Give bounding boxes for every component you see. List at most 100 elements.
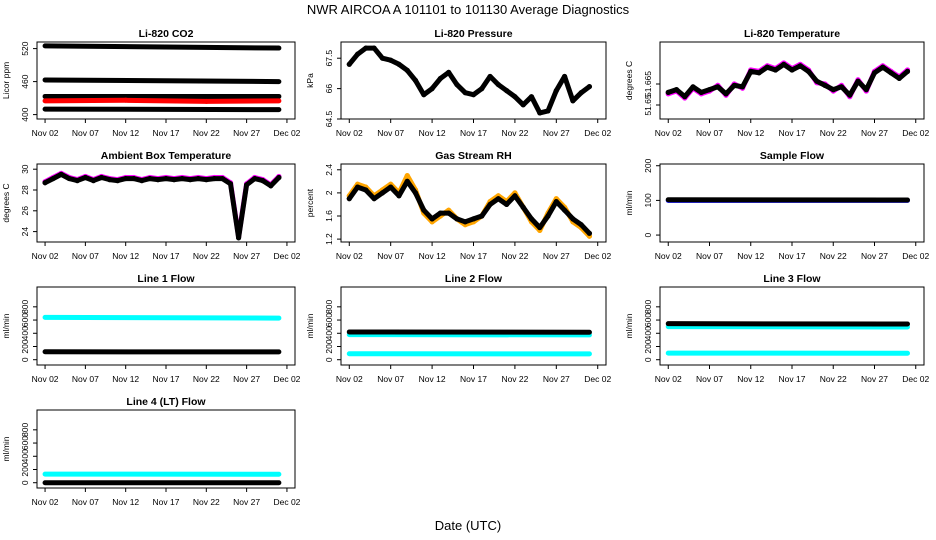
data-point bbox=[139, 178, 145, 184]
data-point bbox=[421, 207, 427, 213]
data-point bbox=[276, 174, 282, 181]
x-tick-label: Nov 02 bbox=[336, 128, 363, 138]
data-point bbox=[396, 193, 402, 199]
data-point bbox=[203, 177, 209, 183]
y-tick-label: 0 bbox=[643, 357, 653, 362]
x-tick-label: Nov 02 bbox=[32, 497, 59, 507]
x-tick-label: Nov 12 bbox=[112, 497, 139, 507]
data-point bbox=[528, 216, 535, 222]
data-point bbox=[98, 174, 105, 181]
panel-2: Li-820 Pressure kPa 64.5 66 67.5 Nov 02 Nov 07… bbox=[305, 28, 611, 138]
x-tick-label: Nov 07 bbox=[696, 128, 723, 138]
data-point bbox=[412, 190, 419, 196]
data-point bbox=[346, 61, 352, 67]
data-point bbox=[462, 90, 468, 96]
y-tick-label: 0 bbox=[20, 357, 30, 362]
data-point bbox=[235, 235, 242, 241]
data-point bbox=[512, 94, 518, 100]
data-point bbox=[772, 67, 779, 73]
data-point bbox=[487, 201, 493, 208]
x-tick-label: Nov 12 bbox=[419, 251, 446, 261]
y-axis-label: degrees C bbox=[1, 183, 11, 222]
y-tick-label: 26 bbox=[20, 206, 30, 216]
data-point bbox=[371, 196, 377, 202]
data-point bbox=[553, 198, 559, 205]
y-axis-label: ml/min bbox=[305, 313, 315, 338]
data-point bbox=[354, 51, 361, 57]
x-tick-label: Nov 27 bbox=[543, 374, 570, 384]
panel-title: Gas Stream RH bbox=[435, 150, 511, 162]
data-point bbox=[748, 68, 754, 74]
data-point bbox=[888, 70, 894, 76]
data-line bbox=[346, 45, 592, 116]
series-ambient bbox=[42, 171, 282, 241]
data-point bbox=[437, 210, 443, 216]
y-tick-label: 2.4 bbox=[324, 164, 334, 176]
x-tick-label: Nov 22 bbox=[193, 374, 220, 384]
y-tick-label: 1.6 bbox=[324, 210, 334, 222]
data-point bbox=[42, 180, 48, 186]
series-temperature bbox=[665, 61, 911, 100]
x-tick-label: Nov 12 bbox=[419, 374, 446, 384]
data-point bbox=[495, 81, 501, 88]
x-tick-label: Nov 02 bbox=[32, 128, 59, 138]
data-point bbox=[260, 178, 266, 184]
y-axis-label: ml/min bbox=[1, 313, 11, 338]
y-tick-label: 600 bbox=[643, 313, 653, 327]
data-point bbox=[528, 94, 535, 100]
y-axis-label: ml/min bbox=[624, 313, 634, 338]
x-tick-label: Dec 02 bbox=[273, 497, 300, 507]
y-tick-label: 400 bbox=[20, 107, 30, 121]
data-point bbox=[421, 92, 427, 98]
data-point bbox=[429, 216, 435, 222]
data-point bbox=[404, 178, 410, 184]
data-point bbox=[512, 193, 518, 199]
y-tick-label: 800 bbox=[643, 299, 653, 313]
x-tick-label: Nov 22 bbox=[193, 251, 220, 261]
x-tick-label: Dec 02 bbox=[584, 374, 611, 384]
y-tick-label: 1.2 bbox=[324, 233, 334, 245]
data-point bbox=[838, 84, 845, 90]
data-point bbox=[379, 190, 386, 196]
series-line-1-flow-variant bbox=[42, 314, 282, 321]
panel-6: Sample Flow ml/min 0 100 200 Nov 02 Nov 07 Nov … bbox=[624, 150, 929, 261]
data-point bbox=[179, 175, 185, 182]
data-point bbox=[147, 175, 153, 182]
panel-title: Line 3 Flow bbox=[763, 273, 821, 285]
y-tick-label: 600 bbox=[20, 436, 30, 450]
y-axis-label: ml/min bbox=[624, 190, 634, 215]
x-tick-label: Nov 17 bbox=[779, 374, 806, 384]
y-tick-label: 800 bbox=[20, 299, 30, 313]
data-point bbox=[252, 175, 258, 182]
data-point bbox=[437, 75, 443, 82]
y-tick-label: 600 bbox=[324, 313, 334, 327]
x-tick-label: Nov 12 bbox=[737, 251, 764, 261]
panels: Li-820 CO2 Licor ppm 400 460 520 Nov 02 Nov 07… bbox=[1, 28, 929, 507]
x-tick-label: Nov 22 bbox=[820, 374, 847, 384]
series-rh bbox=[346, 178, 593, 236]
x-tick-label: Nov 27 bbox=[861, 251, 888, 261]
x-tick-label: Nov 22 bbox=[501, 251, 528, 261]
y-tick-label: 400 bbox=[20, 449, 30, 463]
data-point bbox=[731, 82, 737, 88]
x-tick-label: Nov 07 bbox=[72, 497, 99, 507]
data-point bbox=[504, 88, 510, 94]
panel-4: Ambient Box Temperature degrees C 24 26 28 30… bbox=[1, 150, 301, 261]
data-point bbox=[454, 81, 460, 88]
y-tick-label: 0 bbox=[324, 357, 334, 362]
x-tick-label: Nov 12 bbox=[112, 251, 139, 261]
y-tick-label: 28 bbox=[20, 185, 30, 195]
data-point bbox=[880, 64, 886, 70]
data-point bbox=[404, 67, 410, 73]
data-line bbox=[42, 171, 282, 241]
x-tick-label: Nov 22 bbox=[193, 497, 220, 507]
data-point bbox=[698, 89, 704, 95]
data-point bbox=[756, 70, 762, 76]
x-tick-label: Nov 07 bbox=[696, 251, 723, 261]
series-level-425 bbox=[42, 97, 282, 104]
x-tick-label: Nov 02 bbox=[655, 374, 682, 384]
data-point bbox=[363, 187, 369, 193]
data-point bbox=[479, 86, 485, 92]
y-axis-label: degrees C bbox=[624, 61, 634, 100]
panel-5: Gas Stream RH percent 1.2 1.6 2 2.4 Nov 02 Nov … bbox=[305, 150, 611, 261]
